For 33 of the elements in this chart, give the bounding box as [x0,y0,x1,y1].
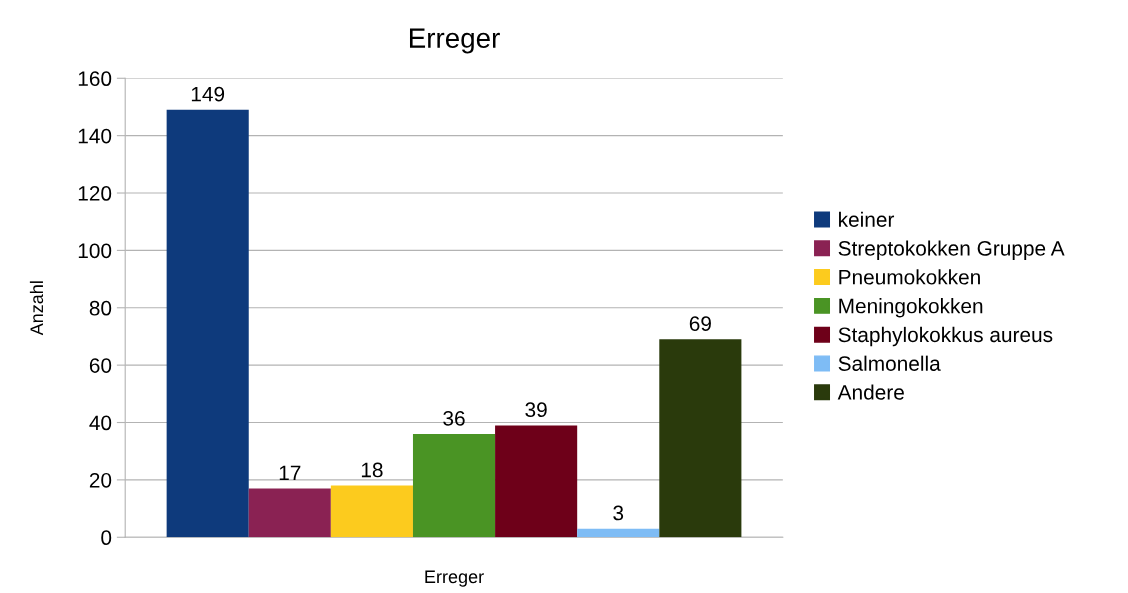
y-tick-label: 0 [101,530,112,546]
bar [166,109,249,538]
bar [412,433,496,538]
data-label: 39 [525,402,547,418]
y-tick-label: 20 [89,472,112,488]
data-label: 36 [443,410,465,426]
legend-label: Salmonella [838,355,941,371]
x-axis-title: Erreger [425,570,484,587]
y-tick-label: 140 [78,128,112,144]
y-tick-label: 60 [89,358,112,373]
legend-label: Streptokokken Gruppe A [838,240,1065,260]
y-tick-label: 40 [89,415,112,431]
bar [248,488,331,538]
legend-label: Meningokokken [839,298,983,318]
legend-label: Staphylokokkus aureus [838,326,1053,347]
bar [659,339,742,538]
y-tick-label: 120 [78,186,112,201]
legend-label: keiner [839,211,895,227]
chart-title: Erreger [409,28,500,54]
bar [577,528,660,538]
legend-label: Andere [837,384,904,400]
data-label: 149 [191,86,225,102]
bar [330,485,413,538]
data-label: 18 [361,462,383,478]
y-axis-title: Anzahl [29,281,44,336]
data-label: 69 [689,316,711,332]
y-tick-label: 100 [78,243,112,259]
y-tick-label: 160 [78,71,112,87]
legend-label: Pneumokokken [839,269,980,285]
bar [495,425,578,538]
data-label: 3 [613,505,624,521]
data-label: 17 [279,465,301,480]
y-tick-label: 80 [89,300,112,316]
